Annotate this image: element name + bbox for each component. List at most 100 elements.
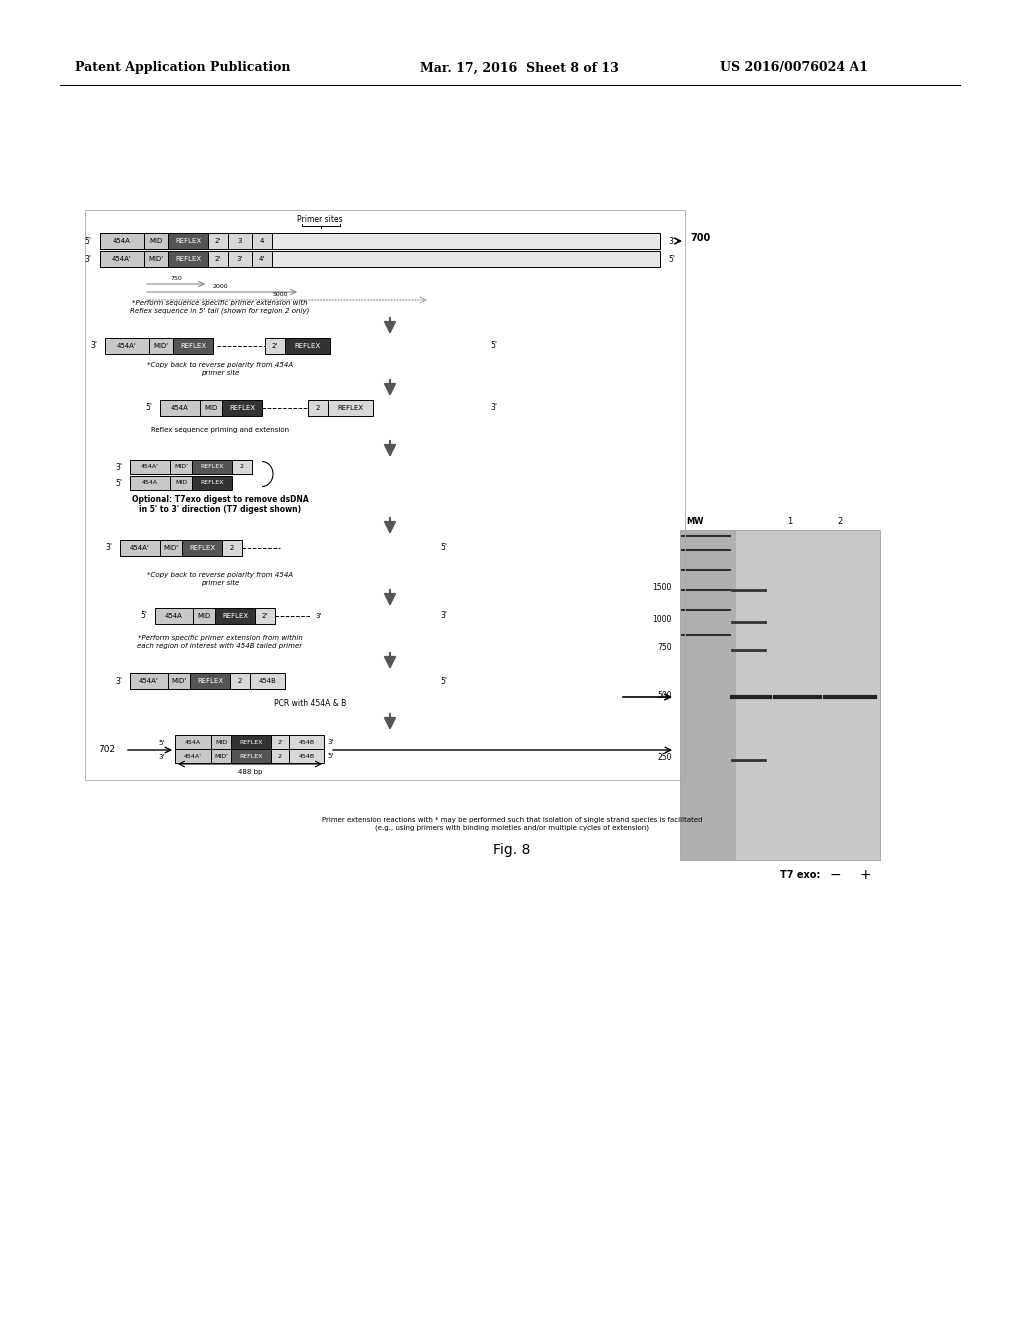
Text: 2: 2 xyxy=(229,545,234,550)
Text: REFLEX: REFLEX xyxy=(197,678,223,684)
Text: in 5' to 3' direction (T7 digest shown): in 5' to 3' direction (T7 digest shown) xyxy=(139,504,301,513)
Text: Optional: T7exo digest to remove dsDNA: Optional: T7exo digest to remove dsDNA xyxy=(132,495,308,504)
Bar xyxy=(130,459,170,474)
Text: 454A': 454A' xyxy=(117,343,137,348)
Text: REFLEX: REFLEX xyxy=(337,405,364,411)
Text: 3': 3' xyxy=(84,255,91,264)
Text: *Copy back to reverse polarity from 454A: *Copy back to reverse polarity from 454A xyxy=(146,362,293,368)
Text: 5': 5' xyxy=(668,255,675,264)
Bar xyxy=(271,748,289,763)
Text: 5': 5' xyxy=(140,611,147,620)
Text: 4': 4' xyxy=(259,256,265,261)
Text: 5': 5' xyxy=(84,236,91,246)
Bar xyxy=(208,251,228,267)
Bar xyxy=(230,673,250,689)
Text: REFLEX: REFLEX xyxy=(294,343,321,348)
Bar xyxy=(252,251,272,267)
Text: 5': 5' xyxy=(327,752,333,759)
Bar xyxy=(100,234,660,249)
Text: 3': 3' xyxy=(115,676,122,685)
Text: T7 exo:: T7 exo: xyxy=(780,870,820,880)
Text: +: + xyxy=(859,869,870,882)
Text: US 2016/0076024 A1: US 2016/0076024 A1 xyxy=(720,62,868,74)
Text: 5000: 5000 xyxy=(272,293,288,297)
Text: primer site: primer site xyxy=(201,579,240,586)
Bar xyxy=(208,234,228,249)
Text: 454A: 454A xyxy=(171,405,189,411)
Text: 1500: 1500 xyxy=(652,583,672,593)
Bar xyxy=(215,609,255,624)
Text: primer site: primer site xyxy=(201,370,240,376)
Text: 454A': 454A' xyxy=(112,256,132,261)
Text: 3: 3 xyxy=(238,238,243,244)
Text: 2: 2 xyxy=(838,517,843,527)
Text: 4: 4 xyxy=(260,238,264,244)
Bar xyxy=(190,673,230,689)
Text: Reflex sequence in 5' tail (shown for region 2 only): Reflex sequence in 5' tail (shown for re… xyxy=(130,308,309,314)
Text: REFLEX: REFLEX xyxy=(229,405,255,411)
Bar xyxy=(100,234,144,249)
Bar xyxy=(170,459,193,474)
Bar xyxy=(105,338,150,354)
Bar xyxy=(211,748,231,763)
Text: 2: 2 xyxy=(238,678,243,684)
Text: 3': 3' xyxy=(490,404,497,412)
Text: 2': 2' xyxy=(278,739,283,744)
Text: 454A: 454A xyxy=(165,612,183,619)
Bar xyxy=(168,673,190,689)
Text: Primer extension reactions with * may be performed such that isolation of single: Primer extension reactions with * may be… xyxy=(322,817,702,822)
Text: 3': 3' xyxy=(90,342,97,351)
Bar xyxy=(231,735,271,748)
Bar xyxy=(308,400,328,416)
Bar xyxy=(85,210,685,780)
Text: 500: 500 xyxy=(657,690,672,700)
Text: 3': 3' xyxy=(315,612,322,619)
Text: 2': 2' xyxy=(215,256,221,261)
Text: REFLEX: REFLEX xyxy=(180,343,206,348)
Text: 3': 3' xyxy=(440,611,447,620)
Text: 1000: 1000 xyxy=(652,615,672,624)
Text: MID: MID xyxy=(198,612,211,619)
Text: MID': MID' xyxy=(171,678,186,684)
Bar xyxy=(155,609,193,624)
Text: REFLEX: REFLEX xyxy=(201,465,223,470)
Text: 454A': 454A' xyxy=(130,545,150,550)
Bar xyxy=(182,540,222,556)
Bar xyxy=(285,338,330,354)
Bar xyxy=(100,251,660,267)
Bar xyxy=(289,748,324,763)
Text: 3': 3' xyxy=(105,544,112,553)
Text: −: − xyxy=(829,869,841,882)
Bar xyxy=(328,400,373,416)
Text: 5': 5' xyxy=(440,676,447,685)
Text: 454A': 454A' xyxy=(141,465,159,470)
Text: 454B: 454B xyxy=(259,678,276,684)
Bar xyxy=(170,477,193,490)
Text: MID': MID' xyxy=(164,545,178,550)
Text: MID: MID xyxy=(175,480,187,486)
Text: *Copy back to reverse polarity from 454A: *Copy back to reverse polarity from 454A xyxy=(146,572,293,578)
Text: *Perform sequence specific primer extension with: *Perform sequence specific primer extens… xyxy=(132,300,308,306)
Bar xyxy=(193,477,232,490)
Bar xyxy=(175,735,211,748)
Bar xyxy=(160,400,200,416)
Text: 1: 1 xyxy=(787,517,793,527)
Text: 2: 2 xyxy=(278,754,282,759)
Text: 2000: 2000 xyxy=(212,285,227,289)
Bar xyxy=(193,459,232,474)
Text: 750: 750 xyxy=(657,644,672,652)
Text: 2: 2 xyxy=(315,405,321,411)
Text: 5': 5' xyxy=(159,741,165,746)
Bar xyxy=(193,609,215,624)
Text: Patent Application Publication: Patent Application Publication xyxy=(75,62,291,74)
Text: 3': 3' xyxy=(327,739,334,744)
Bar xyxy=(231,748,271,763)
Text: 3': 3' xyxy=(668,236,675,246)
Bar xyxy=(228,251,252,267)
Text: REFLEX: REFLEX xyxy=(201,480,223,486)
Text: REFLEX: REFLEX xyxy=(240,739,263,744)
Text: REFLEX: REFLEX xyxy=(189,545,215,550)
Bar xyxy=(680,531,880,861)
Text: 5': 5' xyxy=(490,342,497,351)
Text: each region of interest with 454B tailed primer: each region of interest with 454B tailed… xyxy=(137,643,302,649)
